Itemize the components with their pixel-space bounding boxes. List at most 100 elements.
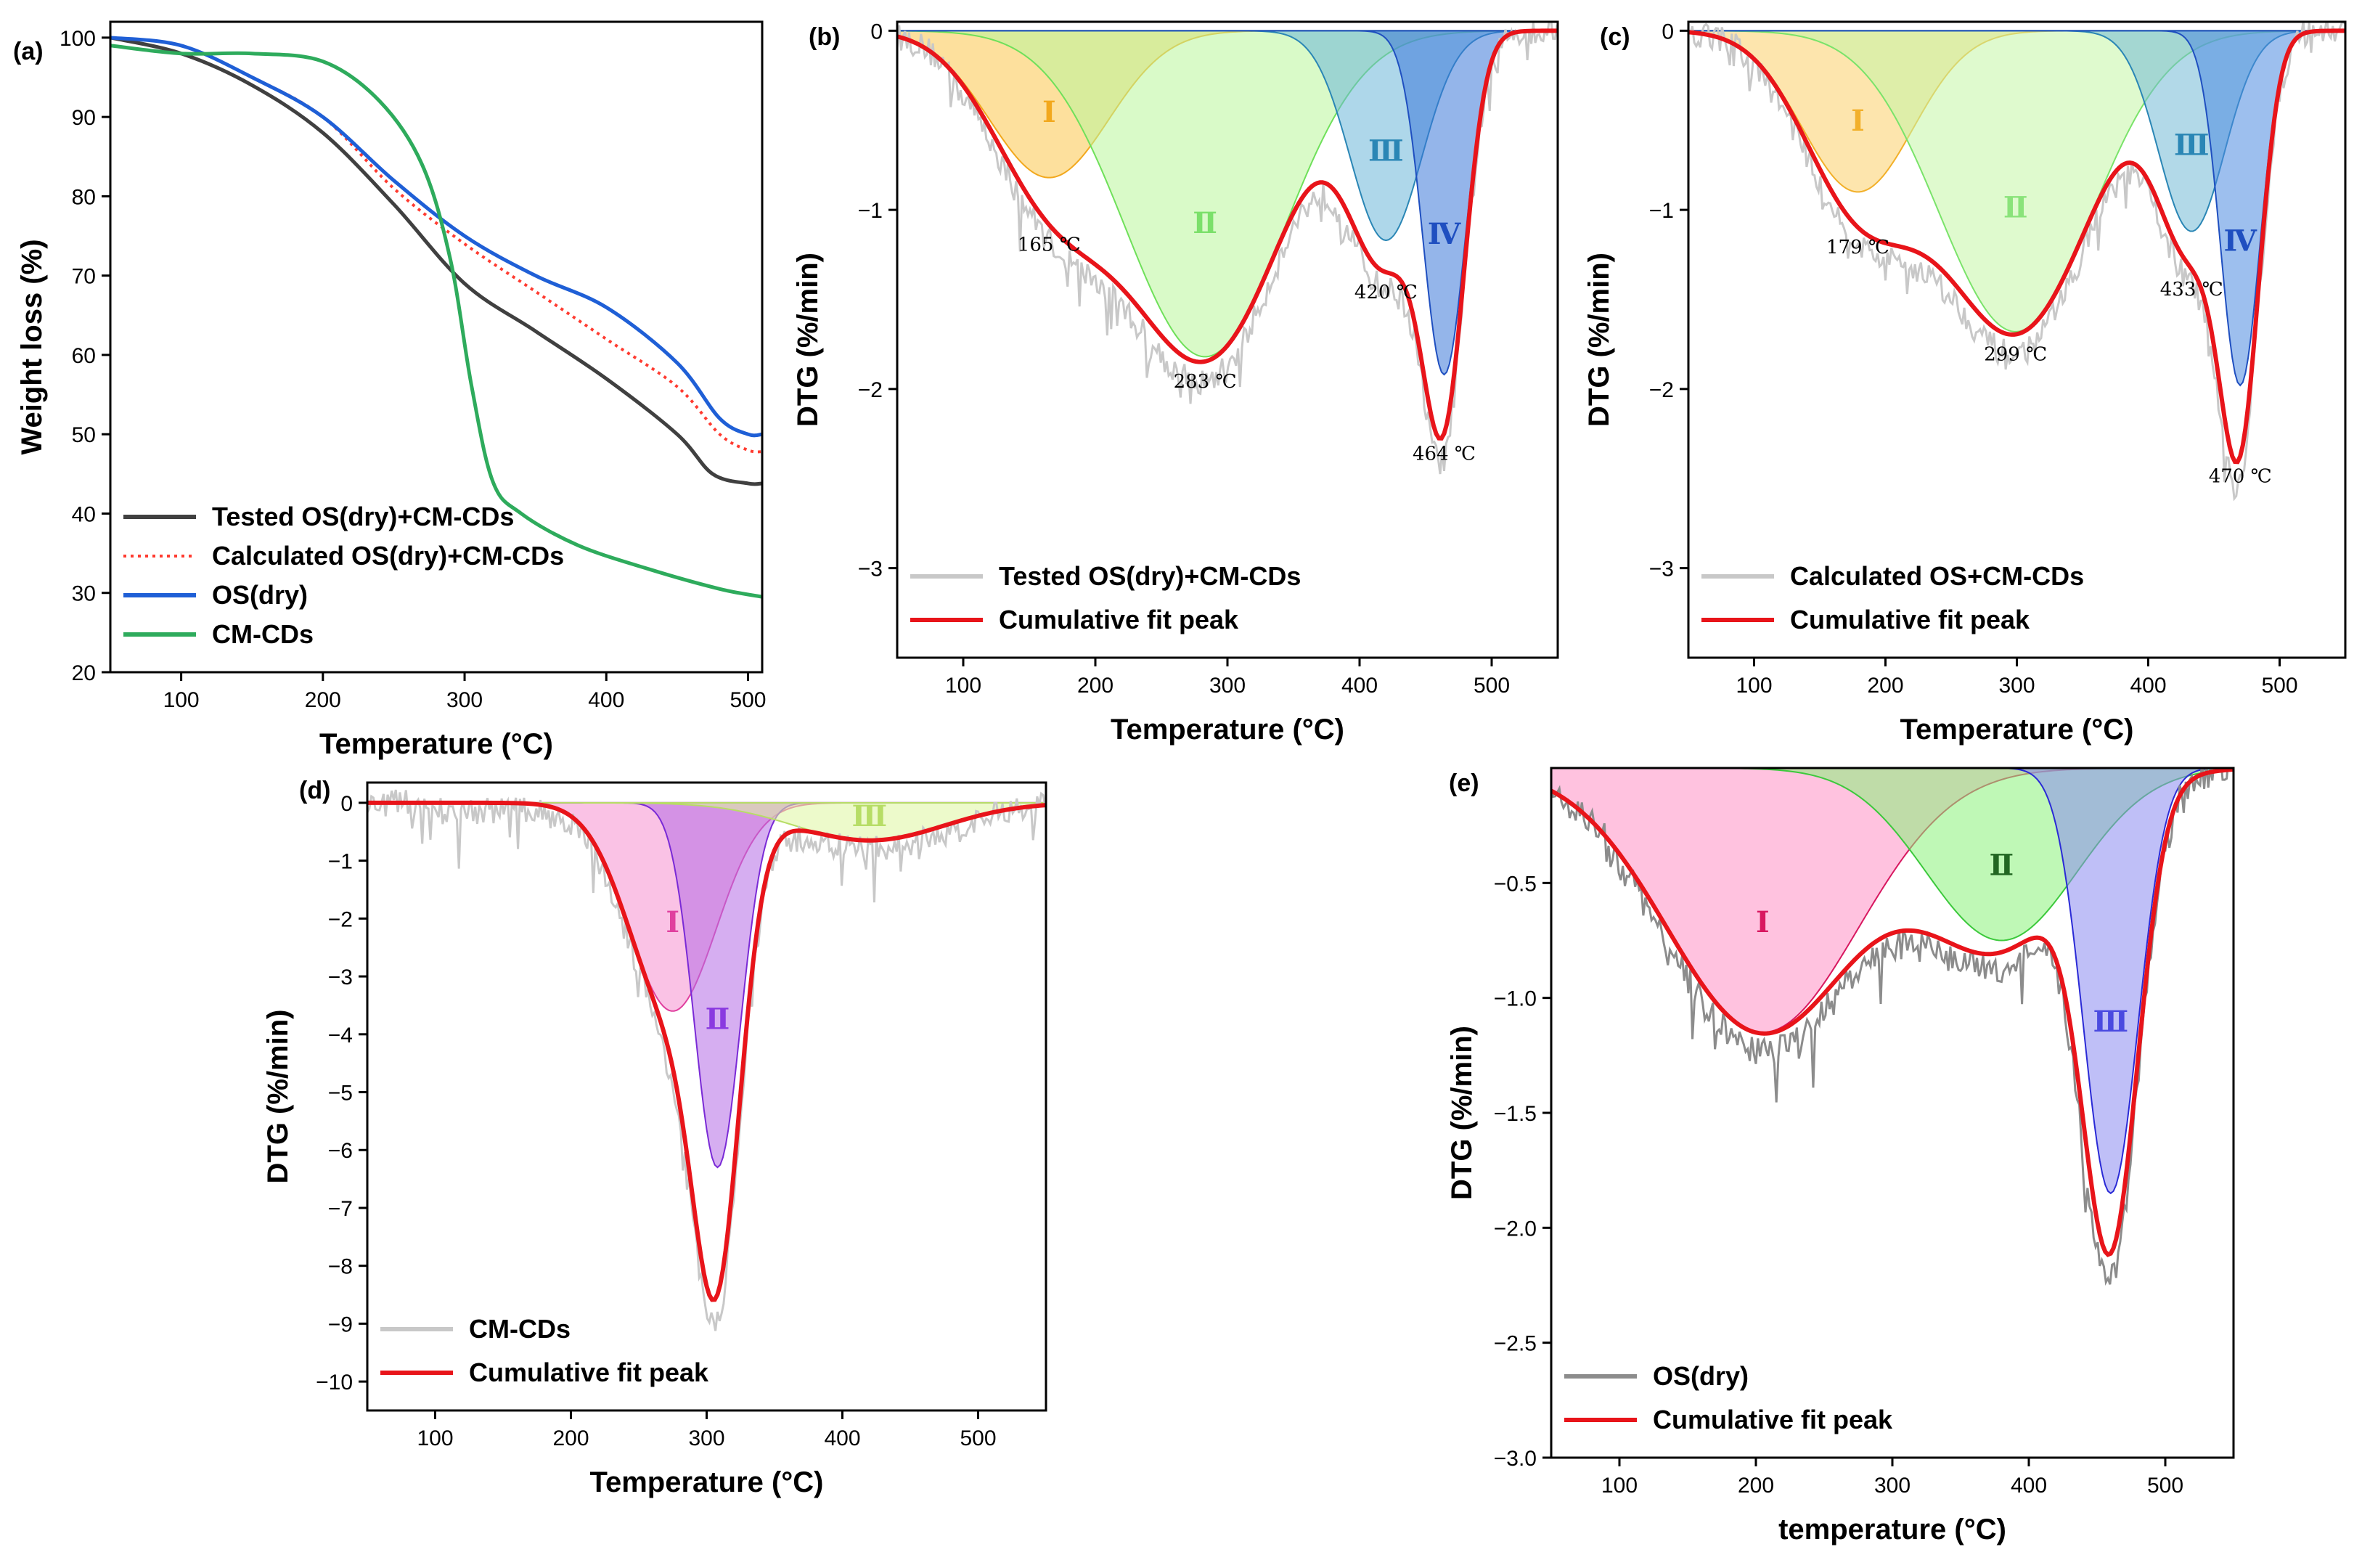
peak-temperature-label-2: 283 ℃: [1174, 371, 1237, 393]
y-tick-label: −1: [858, 199, 883, 223]
y-axis-title: DTG (%/min): [792, 253, 824, 427]
legend-label-1: OS(dry): [1653, 1361, 1749, 1391]
peak-area-4: [1688, 30, 2345, 387]
x-tick-label: 300: [688, 1426, 724, 1450]
x-tick-label: 100: [945, 674, 981, 698]
plot-area: [1551, 768, 2234, 1286]
plot-frame: [109, 20, 764, 674]
panel-tag-d: (d): [299, 777, 330, 804]
y-tick-label: 0: [340, 792, 353, 816]
cumulative-fit-line: [1551, 768, 2234, 1257]
peak-roman-label-2: Ⅱ: [1990, 848, 2014, 882]
peak-roman-label-1: Ⅰ: [1042, 95, 1056, 129]
y-tick-label: −8: [328, 1255, 353, 1279]
peak-roman-label-4: Ⅳ: [1428, 217, 1461, 251]
panel-tag-c: (c): [1600, 23, 1630, 51]
y-tick-label: 30: [72, 582, 96, 606]
legend: Tested OS(dry)+CM-CDs Calculated OS(dry)+…: [123, 502, 564, 649]
y-tick-label: −3: [1649, 558, 1674, 581]
series-line-1: [110, 36, 762, 454]
peak-temperature-label-1: 165 ℃: [1018, 234, 1081, 256]
y-tick-label: 40: [72, 502, 96, 526]
panel-d: Ⅰ Ⅱ Ⅲ 100 200 300 400 500 0 −1 −2 −3 −4 −5 −6 −7 −8 −9 −10…: [262, 777, 1047, 1498]
x-tick-label: 200: [552, 1426, 589, 1450]
legend: CM-CDs Cumulative fit peak: [380, 1314, 709, 1387]
plot-area: [897, 22, 1558, 475]
plot-area: [110, 36, 762, 599]
x-axis-title: Temperature (°C): [1111, 714, 1344, 746]
x-tick-label: 200: [1867, 674, 1903, 698]
panel-tag-e: (e): [1449, 769, 1479, 797]
x-tick-label: 500: [1474, 674, 1510, 698]
peak-temperature-label-2: 299 ℃: [1984, 344, 2047, 366]
panel-a: 100 200 300 400 500 20 30 40 50 60 70 80 90 100 Temper…: [13, 20, 767, 760]
plot-area: [1688, 22, 2345, 502]
x-tick-label: 200: [1077, 674, 1113, 698]
y-tick-label: −7: [328, 1197, 353, 1221]
x-tick-label: 400: [824, 1426, 860, 1450]
legend-label-3: OS(dry): [212, 580, 308, 610]
x-tick-label: 300: [446, 688, 483, 712]
legend-label-1: Calculated OS+CM-CDs: [1790, 561, 2084, 591]
peak-roman-label-1: Ⅰ: [666, 905, 679, 939]
x-tick-label: 100: [163, 688, 200, 712]
peak-roman-label-3: Ⅲ: [1368, 134, 1404, 168]
peak-temperature-label-4: 464 ℃: [1413, 443, 1476, 465]
y-tick-label: −2: [858, 378, 883, 402]
cumulative-fit-line: [367, 800, 1046, 1302]
y-tick-label: −5: [328, 1082, 353, 1106]
x-tick-label: 300: [1209, 674, 1246, 698]
peak-roman-label-3: Ⅲ: [852, 799, 888, 833]
peak-roman-label-2: Ⅱ: [706, 1002, 730, 1036]
legend-label-2: Cumulative fit peak: [469, 1357, 709, 1387]
panel-e: Ⅰ Ⅱ Ⅲ 100 200 300 400 500 −0.5 −1.0 −1.5 −2.0 −2.5 −3…: [1446, 767, 2235, 1545]
x-tick-label: 500: [2261, 674, 2297, 698]
peak-roman-label-2: Ⅱ: [2003, 190, 2028, 224]
x-tick-label: 500: [960, 1426, 996, 1450]
x-tick-label: 500: [2147, 1474, 2183, 1498]
y-axis-title: DTG (%/min): [1583, 253, 1615, 427]
x-tick-label: 200: [305, 688, 341, 712]
y-tick-label: 50: [72, 423, 96, 447]
panel-c: Ⅰ 179 ℃ Ⅱ 299 ℃ Ⅲ 433 ℃Ⅳ 470 ℃ 100 200 300 400 500 0…: [1583, 20, 2347, 746]
y-tick-label: −3: [328, 965, 353, 989]
peak-temperature-label-4: 470 ℃: [2209, 466, 2272, 488]
legend: Tested OS(dry)+CM-CDs Cumulative fit peak: [910, 561, 1301, 634]
peak-roman-label-3: Ⅲ: [2093, 1005, 2128, 1039]
x-tick-label: 300: [1874, 1474, 1911, 1498]
x-tick-label: 100: [1601, 1474, 1638, 1498]
series-line-0: [110, 36, 762, 486]
raw-data-line: [367, 789, 1046, 1331]
y-tick-label: 70: [72, 265, 96, 289]
series-line-3: [110, 44, 762, 599]
legend-label-2: Cumulative fit peak: [1653, 1405, 1893, 1434]
peak-roman-label-3: Ⅲ: [2174, 128, 2210, 163]
y-tick-label: −9: [328, 1312, 353, 1336]
peak-roman-label-1: Ⅰ: [1851, 104, 1865, 138]
x-tick-label: 400: [1341, 674, 1378, 698]
x-tick-label: 400: [588, 688, 624, 712]
y-tick-label: −1: [328, 850, 353, 874]
y-axis-title: DTG (%/min): [262, 1010, 294, 1184]
y-axis-title: DTG (%/min): [1446, 1026, 1478, 1200]
y-axis-title: Weight loss (%): [16, 239, 48, 454]
x-tick-label: 500: [730, 688, 766, 712]
legend-label-2: Calculated OS(dry)+CM-CDs: [212, 541, 564, 571]
panel-tag-a: (a): [13, 38, 44, 65]
x-axis-title: temperature (°C): [1778, 1514, 2006, 1545]
cumulative-fit-line: [897, 28, 1558, 441]
y-tick-label: −0.5: [1494, 872, 1537, 896]
series-line-2: [110, 36, 762, 438]
legend-label-4: CM-CDs: [212, 619, 314, 649]
y-tick-label: −2.5: [1494, 1332, 1537, 1356]
y-tick-label: 20: [72, 661, 96, 685]
raw-data-line: [897, 22, 1558, 475]
y-tick-label: 60: [72, 344, 96, 368]
y-tick-label: −1: [1649, 199, 1674, 223]
peak-roman-label-1: Ⅰ: [1756, 905, 1770, 939]
peak-temperature-label-3: 433 ℃: [2160, 279, 2223, 301]
legend: Calculated OS+CM-CDs Cumulative fit peak: [1701, 561, 2084, 634]
x-tick-label: 400: [2130, 674, 2166, 698]
peak-temperature-label-1: 179 ℃: [1826, 237, 1889, 258]
